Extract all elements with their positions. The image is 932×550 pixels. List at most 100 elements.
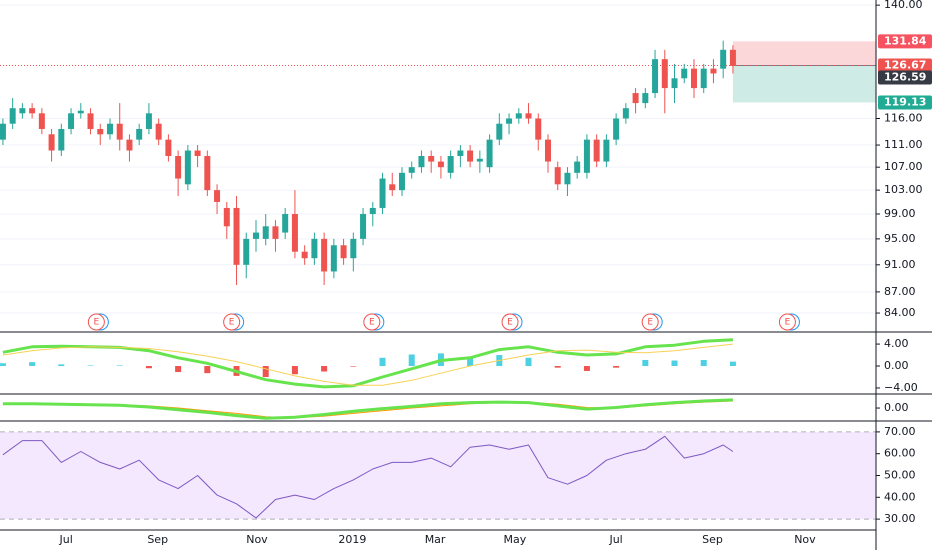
candle-body [291,214,298,252]
price-label: 119.13 [884,95,926,108]
y-tick-label: 107.00 [884,160,923,173]
candle-body [583,139,590,173]
histogram-bar [642,359,649,367]
candle-body [437,161,444,168]
candle-body [700,68,707,89]
candle-body [77,110,84,114]
candle-body [233,207,240,265]
earnings-marker: E [641,313,663,331]
candle-body [106,123,113,135]
y-tick-label: 30.00 [884,512,916,525]
candle-body [681,68,688,79]
earnings-marker: E [501,313,523,331]
earnings-marker: E [87,313,109,331]
x-tick-label: 2019 [338,533,366,546]
candle-body [68,113,75,129]
y-tick-label: −4.00 [884,381,918,394]
candle-body [165,139,172,157]
earnings-circle [87,313,105,331]
candle-body [613,118,620,140]
histogram-bar [0,363,6,367]
candle-body [720,49,727,69]
y-tick-label: 99.00 [884,207,916,220]
candle-body [87,113,94,129]
x-tick-label: Mar [425,533,446,546]
price-label-bg [878,58,932,73]
stop-zone [732,41,876,66]
histogram-bar [291,366,298,375]
y-tick-label: 103.00 [884,183,923,196]
histogram-bar [58,364,65,367]
histogram-bar [204,366,211,374]
candle-body [330,245,337,272]
candle-body [506,118,513,124]
y-tick-label: 0.00 [884,359,909,372]
candle-body [223,207,230,227]
candle-body [243,238,250,265]
candle-body [603,139,610,162]
earnings-marker: E [223,313,245,331]
y-tick-label: 50.00 [884,469,916,482]
earnings-circle [778,313,796,331]
candle-body [447,156,454,173]
histogram-bar [583,366,590,371]
candle-body [116,123,123,140]
candle-body [311,238,318,259]
candle-body [544,139,551,162]
candle-body [145,113,152,129]
y-tick-label: 116.00 [884,111,923,124]
candle-body [690,68,697,89]
candle-body [428,156,435,162]
histogram-bar [379,357,386,367]
histogram-bar [29,362,36,367]
earnings-label: E [94,318,100,328]
candle-body [58,128,65,151]
x-tick-label: May [504,533,527,546]
candle-body [476,158,483,162]
histogram-bar [116,365,123,367]
earnings-circle [641,313,659,331]
y-tick-label: 87.00 [884,285,916,298]
earnings-label: E [647,318,653,328]
candle-body [262,226,269,239]
candle-body [29,108,36,114]
candle-body [97,128,104,135]
histogram-bar [613,366,620,368]
indicator-line [2,398,733,420]
candle-body [418,156,425,168]
candle-body [671,78,678,89]
price-label-bg [878,70,932,85]
price-label: 131.84 [884,34,927,47]
histogram-bar [87,365,94,367]
target-zone [732,65,876,103]
candle-body [554,167,561,185]
candle-body [204,156,211,191]
candle-body [408,167,415,173]
candle-body [710,68,717,74]
candle-body [0,123,6,140]
rsi-band [0,431,876,520]
earnings-circle [363,313,381,331]
y-tick-label: 140.00 [884,0,923,11]
candle-body [194,150,201,157]
candle-body [593,139,600,162]
x-tick-label: Nov [794,533,816,546]
histogram-bar [350,366,357,367]
candle-body [301,251,308,259]
candle-body [379,178,386,208]
candle-body [360,214,367,239]
candle-body [38,113,45,129]
candle-body [574,161,581,173]
candle-body [457,150,464,157]
candle-body [535,118,542,140]
candle-body [515,113,522,119]
earnings-marker: E [363,313,385,331]
earnings-circle [223,313,241,331]
candle-body [369,207,376,215]
y-tick-label: 91.00 [884,258,916,271]
candle-body [496,123,503,140]
y-tick-label: 95.00 [884,232,916,245]
candle-body [136,128,143,140]
candle-body [661,59,668,89]
